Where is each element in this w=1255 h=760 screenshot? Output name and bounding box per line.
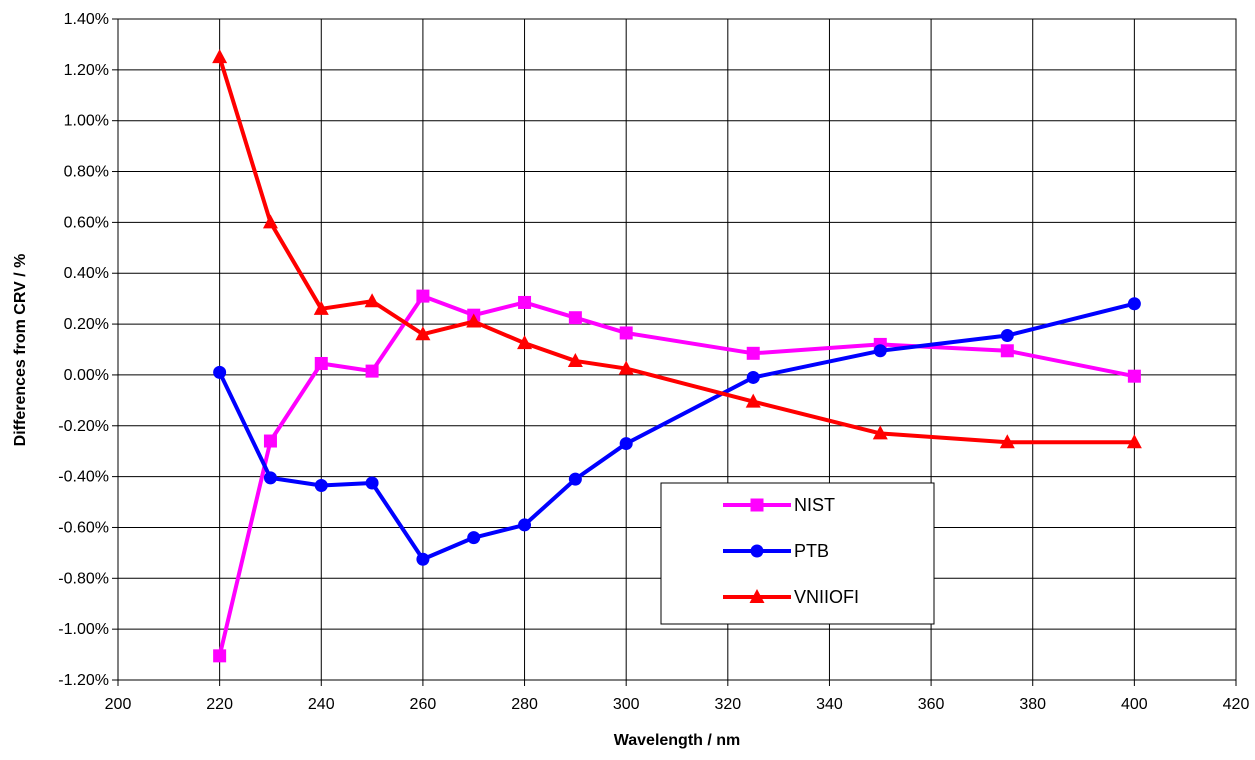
y-tick-label: -0.60% — [58, 519, 109, 536]
series-vniiofi — [212, 49, 1142, 449]
y-tick-label: 1.40% — [64, 11, 109, 28]
data-point-nist — [1000, 344, 1014, 358]
data-point-nist — [416, 289, 430, 303]
data-point-vniiofi — [872, 425, 888, 440]
x-axis: 200 220 240 260 280 300 320 340 360 380 400 420 — [105, 680, 1250, 713]
y-tick-label: 1.00% — [64, 113, 109, 130]
y-tick-label: -1.00% — [58, 621, 109, 638]
data-point-nist — [746, 346, 760, 360]
data-point-ptb — [263, 471, 277, 485]
y-axis: 1.40% 1.20% 1.00% 0.80% 0.60% 0.40% 0.20% 0.00%… — [58, 11, 118, 689]
x-axis-title: Wavelength / nm — [614, 732, 741, 749]
y-tick-label: -1.20% — [58, 672, 109, 689]
y-tick-label: 0.60% — [64, 214, 109, 231]
data-point-nist — [568, 311, 582, 325]
data-point-vniiofi — [364, 293, 380, 308]
data-point-ptb — [213, 365, 227, 379]
legend-box — [660, 482, 935, 625]
y-tick-label: 0.40% — [64, 265, 109, 282]
data-point-vniiofi — [415, 326, 431, 341]
data-point-nist — [263, 434, 277, 448]
data-point-ptb — [365, 476, 379, 490]
data-point-vniiofi — [313, 300, 329, 315]
data-point-ptb — [416, 552, 430, 566]
data-point-vniiofi — [262, 214, 278, 229]
y-tick-label: 0.00% — [64, 367, 109, 384]
data-point-ptb — [314, 479, 328, 493]
legend-marker-nist — [750, 498, 764, 512]
data-point-ptb — [1127, 297, 1141, 311]
data-point-ptb — [467, 531, 481, 545]
data-point-ptb — [1000, 329, 1014, 343]
y-tick-label: 0.20% — [64, 316, 109, 333]
y-tick-label: 0.80% — [64, 164, 109, 181]
data-point-nist — [518, 295, 532, 309]
x-tick-label: 240 — [308, 696, 335, 713]
y-tick-label: 1.20% — [64, 62, 109, 79]
legend-label-nist: NIST — [794, 495, 835, 515]
legend-label-vniiofi: VNIIOFI — [794, 587, 859, 607]
x-tick-label: 420 — [1223, 696, 1250, 713]
x-tick-label: 280 — [511, 696, 538, 713]
data-point-nist — [1127, 369, 1141, 383]
data-point-vniiofi — [999, 434, 1015, 449]
data-point-nist — [619, 326, 633, 340]
data-point-ptb — [518, 518, 532, 532]
series-ptb — [213, 297, 1141, 566]
x-tick-label: 380 — [1019, 696, 1046, 713]
data-point-vniiofi — [212, 49, 228, 64]
data-point-vniiofi — [1126, 434, 1142, 449]
legend-label-ptb: PTB — [794, 541, 829, 561]
x-tick-label: 260 — [410, 696, 437, 713]
x-tick-label: 400 — [1121, 696, 1148, 713]
x-tick-label: 220 — [206, 696, 233, 713]
data-point-vniiofi — [466, 313, 482, 328]
x-tick-label: 300 — [613, 696, 640, 713]
data-point-vniiofi — [618, 360, 634, 375]
y-axis-title: Differences from CRV / % — [12, 254, 29, 447]
x-tick-label: 340 — [816, 696, 843, 713]
legend-marker-vniiofi — [749, 589, 765, 603]
series-layer — [212, 49, 1142, 663]
data-point-ptb — [568, 472, 582, 486]
data-point-vniiofi — [745, 393, 761, 408]
data-point-vniiofi — [517, 335, 533, 350]
y-tick-label: -0.80% — [58, 570, 109, 587]
y-tick-label: -0.40% — [58, 469, 109, 486]
x-tick-label: 320 — [714, 696, 741, 713]
legend: NIST PTB VNIIOFI — [660, 482, 935, 625]
data-point-ptb — [746, 370, 760, 384]
x-tick-label: 360 — [918, 696, 945, 713]
x-tick-label: 200 — [105, 696, 132, 713]
data-point-nist — [314, 356, 328, 370]
data-point-vniiofi — [567, 352, 583, 367]
data-point-ptb — [619, 437, 633, 451]
data-point-nist — [213, 649, 227, 663]
y-tick-label: -0.20% — [58, 418, 109, 435]
data-point-nist — [365, 364, 379, 378]
data-point-ptb — [873, 344, 887, 358]
legend-marker-ptb — [750, 544, 764, 558]
